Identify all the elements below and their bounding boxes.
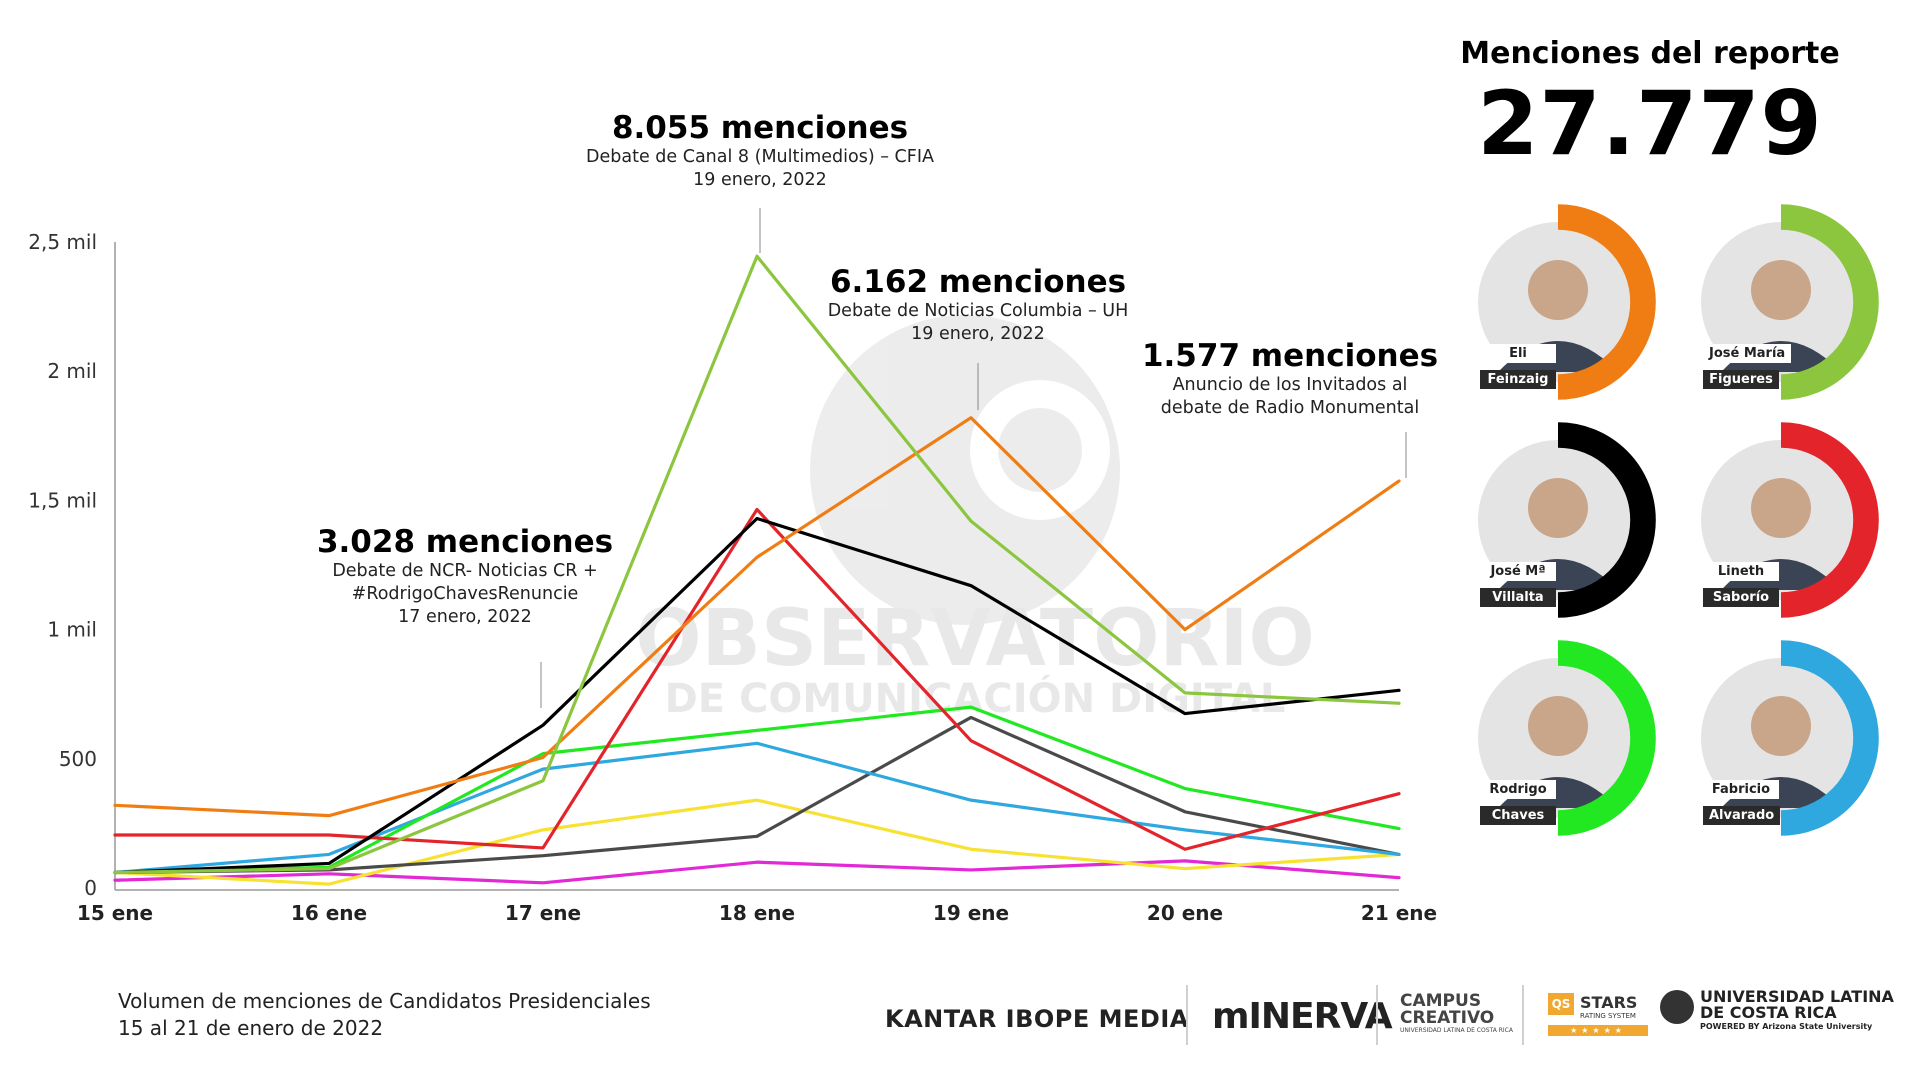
ulatina-small: POWERED BY Arizona State University	[1700, 1022, 1873, 1031]
candidate-first-name: Lineth	[1703, 562, 1779, 581]
campus-creativo-logo: CAMPUS CREATIVO UNIVERSIDAD LATINA DE CO…	[1400, 993, 1513, 1035]
x-tick-label: 21 ene	[1361, 901, 1437, 925]
candidate-last-name: Alvarado	[1703, 806, 1781, 825]
annotation-ncr-line2: #RodrigoChavesRenuncie	[351, 584, 579, 604]
candidates-panel	[1478, 204, 1879, 836]
candidate-ring	[1780, 422, 1879, 618]
report-title: Menciones del reporte	[1460, 36, 1840, 71]
candidate-face	[1528, 478, 1588, 538]
annotation-monumental-title: 1.577 menciones	[1141, 338, 1439, 374]
candidate-first-name: Rodrigo	[1480, 780, 1556, 799]
candidate-last-name: Chaves	[1480, 806, 1556, 825]
annotation-ncr: 3.028 menciones Debate de NCR- Noticias …	[290, 524, 640, 629]
stars-logo: STARS RATING SYSTEM	[1580, 993, 1637, 1020]
annotation-canal8-line1: Debate de Canal 8 (Multimedios) – CFIA	[586, 147, 934, 167]
watermark-eye-icon	[810, 315, 1120, 625]
candidate-ring	[1557, 204, 1656, 400]
series-line	[113, 798, 1401, 886]
candidate-last-name: Figueres	[1703, 370, 1779, 389]
x-tick-label: 18 ene	[719, 901, 795, 925]
candidate-face	[1528, 696, 1588, 756]
series-line	[113, 516, 1401, 875]
footer-line1: Volumen de menciones de Candidatos Presi…	[118, 989, 651, 1013]
stars-small: RATING SYSTEM	[1580, 1012, 1636, 1020]
annotation-monumental-line1: Anuncio de los Invitados al	[1172, 375, 1408, 395]
x-tick-label: 19 ene	[933, 901, 1009, 925]
candidate-ring	[1780, 640, 1879, 836]
candidate-last-name: Villalta	[1480, 588, 1556, 607]
kantar-logo: KANTAR IBOPE MEDIA	[885, 1005, 1189, 1033]
y-tick-label: 1,5 mil	[28, 488, 97, 512]
logo-divider	[1376, 985, 1378, 1045]
qs-logo: QS	[1548, 993, 1574, 1015]
globe-icon	[1660, 990, 1694, 1024]
annotation-columbia: 6.162 menciones Debate de Noticias Colum…	[778, 264, 1178, 346]
y-tick-label: 2,5 mil	[28, 230, 97, 254]
annotation-columbia-title: 6.162 menciones	[829, 264, 1127, 300]
series-line	[113, 254, 1401, 875]
annotation-columbia-line2: 19 enero, 2022	[911, 324, 1045, 344]
footer-line2: 15 al 21 de enero de 2022	[118, 1016, 384, 1040]
candidate-face	[1528, 260, 1588, 320]
series-line	[113, 705, 1401, 875]
candidate-face	[1751, 478, 1811, 538]
annotation-monumental-line2: debate de Radio Monumental	[1160, 398, 1420, 418]
y-tick-label: 2 mil	[47, 359, 97, 383]
x-tick-label: 20 ene	[1147, 901, 1223, 925]
stars-rating-bar: ★★★★★	[1548, 1025, 1648, 1036]
candidate-ring	[1780, 204, 1879, 400]
annotation-columbia-line1: Debate de Noticias Columbia – UH	[827, 301, 1129, 321]
ulatina-logo: UNIVERSIDAD LATINA DE COSTA RICA POWERED…	[1700, 989, 1894, 1033]
watermark-line1: OBSERVATORIO	[635, 594, 1315, 684]
candidate-first-name: Eli	[1480, 344, 1556, 363]
campus-line2: CREATIVO	[1400, 1008, 1495, 1028]
watermark-eye-pupil-inner	[998, 408, 1082, 492]
candidate-last-name: Feinzaig	[1480, 370, 1556, 389]
chart-series	[113, 254, 1401, 886]
y-tick-label: 1 mil	[47, 618, 97, 642]
minerva-logo: mINERVA	[1212, 996, 1393, 1037]
annotation-canal8-line2: 19 enero, 2022	[693, 170, 827, 190]
annotation-ncr-line1: Debate de NCR- Noticias CR +	[332, 561, 598, 581]
candidate-ring	[1557, 640, 1656, 836]
candidate-ring	[1557, 422, 1656, 618]
annotation-monumental: 1.577 menciones Anuncio de los Invitados…	[1110, 338, 1470, 420]
campus-line1: CAMPUS	[1400, 991, 1482, 1011]
report-total: 27.779	[1477, 72, 1823, 175]
campus-small: UNIVERSIDAD LATINA DE COSTA RICA	[1400, 1027, 1513, 1034]
series-line	[113, 416, 1401, 818]
ulatina-line1: UNIVERSIDAD LATINA	[1700, 987, 1894, 1006]
candidate-face	[1751, 260, 1811, 320]
series-line	[113, 859, 1401, 885]
annotation-leader-lines	[540, 208, 1407, 708]
logo-divider	[1522, 985, 1524, 1045]
ulatina-line2: DE COSTA RICA	[1700, 1003, 1837, 1022]
watermark-eye-pupil	[970, 380, 1110, 520]
candidate-last-name: Saborío	[1703, 588, 1779, 607]
stars-title: STARS	[1580, 993, 1638, 1012]
annotation-canal8: 8.055 menciones Debate de Canal 8 (Multi…	[560, 110, 960, 192]
series-line	[113, 741, 1401, 875]
chart-axes: 0 500 1 mil 1,5 mil 2 mil 2,5 mil 15 ene 16 ene…	[28, 230, 1437, 925]
footer-caption: Volumen de menciones de Candidatos Presi…	[118, 988, 651, 1042]
annotation-canal8-title: 8.055 menciones	[611, 110, 909, 146]
watermark: OBSERVATORIO DE COMUNICACIÓN DIGITAL	[635, 315, 1315, 722]
annotation-ncr-line3: 17 enero, 2022	[398, 607, 532, 627]
x-tick-label: 15 ene	[77, 901, 153, 925]
candidate-first-name: José María	[1703, 344, 1792, 363]
candidate-face	[1751, 696, 1811, 756]
logo-divider	[1186, 985, 1188, 1045]
x-tick-label: 16 ene	[291, 901, 367, 925]
series-line	[113, 507, 1401, 851]
x-tick-label: 17 ene	[505, 901, 581, 925]
candidate-first-name: José Mª	[1480, 562, 1556, 581]
series-line	[113, 715, 1401, 875]
watermark-line2: DE COMUNICACIÓN DIGITAL	[665, 674, 1286, 722]
y-tick-label: 500	[59, 747, 97, 771]
annotation-ncr-title: 3.028 menciones	[316, 524, 614, 560]
y-tick-label: 0	[84, 876, 97, 900]
candidate-first-name: Fabricio	[1703, 780, 1779, 799]
